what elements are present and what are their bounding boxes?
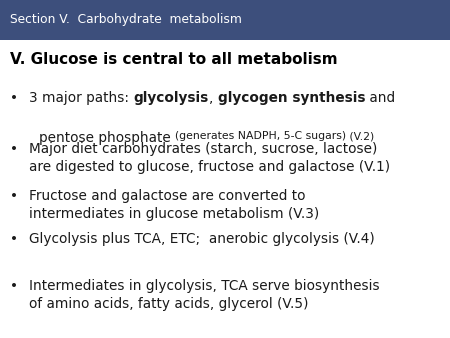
Text: Major diet carbohydrates (starch, sucrose, lactose)
are digested to glucose, fru: Major diet carbohydrates (starch, sucros…: [29, 142, 391, 174]
Text: Fructose and galactose are converted to
intermediates in glucose metabolism (V.3: Fructose and galactose are converted to …: [29, 189, 320, 221]
Text: glycogen synthesis: glycogen synthesis: [218, 91, 365, 105]
Text: •: •: [10, 232, 18, 245]
Text: •: •: [10, 189, 18, 203]
Text: V. Glucose is central to all metabolism: V. Glucose is central to all metabolism: [10, 52, 337, 67]
Text: Glycolysis plus TCA, ETC;  anerobic glycolysis (V.4): Glycolysis plus TCA, ETC; anerobic glyco…: [29, 232, 375, 245]
Text: and: and: [365, 91, 395, 105]
Bar: [0, 0, 450, 40]
Text: Intermediates in glycolysis, TCA serve biosynthesis
of amino acids, fatty acids,: Intermediates in glycolysis, TCA serve b…: [29, 279, 380, 311]
Text: 3 major paths:: 3 major paths:: [29, 91, 134, 105]
Text: •: •: [10, 279, 18, 293]
Text: (V.2): (V.2): [346, 131, 375, 141]
Text: ,: ,: [209, 91, 218, 105]
Text: glycolysis: glycolysis: [134, 91, 209, 105]
Text: pentose phosphate: pentose phosphate: [39, 131, 176, 145]
Text: •: •: [10, 142, 18, 156]
Text: Section V.  Carbohydrate  metabolism: Section V. Carbohydrate metabolism: [10, 14, 242, 26]
Text: •: •: [10, 91, 18, 105]
Text: (generates NADPH, 5-C sugars): (generates NADPH, 5-C sugars): [175, 131, 346, 141]
